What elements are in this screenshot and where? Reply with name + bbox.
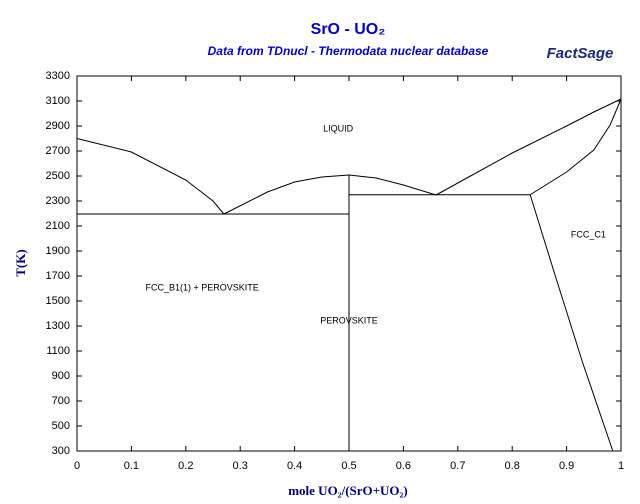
y-tick-label: 2100 [46, 220, 70, 232]
y-tick-label: 700 [52, 395, 70, 407]
x-tick-label: 1 [618, 460, 624, 472]
region-label: FCC_C1 [571, 229, 606, 239]
x-tick-label: 0.9 [559, 460, 574, 472]
phase-boundary [529, 194, 614, 452]
x-tick-label: 0.7 [450, 460, 465, 472]
logo: FactSage [547, 45, 614, 62]
chart-title: SrO - UO₂ [311, 21, 386, 38]
x-tick-label: 0.5 [341, 460, 356, 472]
y-tick-label: 900 [52, 370, 70, 382]
y-tick-label: 3100 [46, 95, 70, 107]
y-tick-label: 3300 [46, 70, 70, 82]
y-tick-label: 2700 [46, 145, 70, 157]
x-tick-label: 0.3 [233, 460, 248, 472]
region-label: LIQUID [323, 123, 354, 133]
y-tick-label: 2300 [46, 195, 70, 207]
x-tick-label: 0.4 [287, 460, 302, 472]
y-tick-label: 1500 [46, 295, 70, 307]
y-tick-label: 2500 [46, 170, 70, 182]
phase-boundary [529, 98, 622, 196]
y-tick-label: 1900 [46, 245, 70, 257]
region-label: PEROVSKITE [320, 315, 378, 325]
x-tick-label: 0.1 [124, 460, 139, 472]
phase-boundary [76, 138, 225, 215]
y-tick-label: 2900 [46, 120, 70, 132]
x-tick-label: 0.8 [505, 460, 520, 472]
x-tick-label: 0 [74, 460, 80, 472]
y-tick-label: 300 [52, 445, 70, 457]
x-axis-label: mole UO₂/(SrO+UO₂) [288, 483, 408, 498]
region-label: FCC_B1(1) + PEROVSKITE [145, 282, 258, 292]
phase-boundary [435, 98, 622, 196]
y-tick-label: 1100 [46, 345, 70, 357]
chart-subtitle: Data from TDnucl - Thermodata nuclear da… [208, 44, 489, 58]
y-tick-label: 1300 [46, 320, 70, 332]
y-tick-label: 1700 [46, 270, 70, 282]
y-tick-label: 500 [52, 420, 70, 432]
x-tick-label: 0.2 [178, 460, 193, 472]
phase-boundary [223, 174, 437, 215]
y-axis-label: T(K) [13, 249, 28, 276]
x-tick-label: 0.6 [396, 460, 411, 472]
